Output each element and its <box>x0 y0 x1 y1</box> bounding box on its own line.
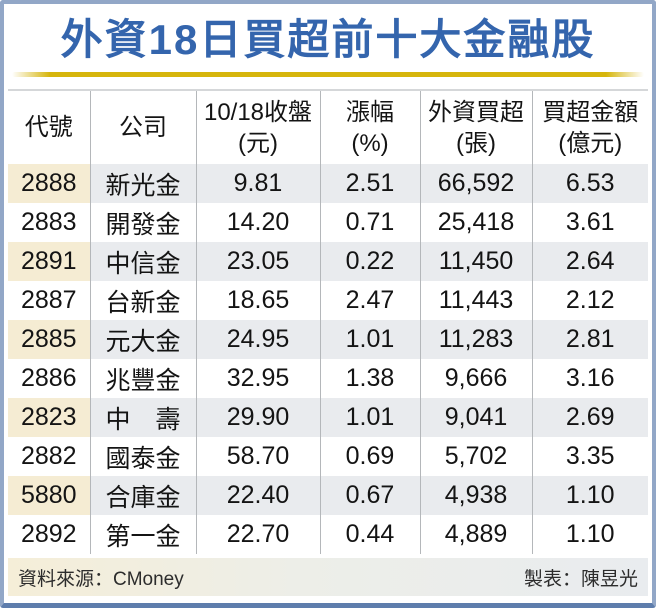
table-row: 2892 第一金 22.70 0.44 4,889 1.10 <box>8 515 648 555</box>
cell-net-buy: 11,443 <box>419 281 532 321</box>
cell-amount: 1.10 <box>531 476 648 516</box>
table-row: 2882 國泰金 58.70 0.69 5,702 3.35 <box>8 437 648 477</box>
col-header-code-label: 代號 <box>24 114 73 142</box>
table-row: 2885 元大金 24.95 1.01 11,283 2.81 <box>8 320 648 360</box>
cell-close: 14.20 <box>195 203 320 243</box>
cell-change: 0.71 <box>319 203 420 243</box>
cell-amount: 2.69 <box>531 398 648 438</box>
cell-close: 58.70 <box>195 437 320 477</box>
credit-label: 製表：陳昱光 <box>523 568 638 590</box>
col-header-net-buy-unit: (張) <box>456 129 496 157</box>
cell-company: 元大金 <box>89 320 196 360</box>
cell-amount: 3.16 <box>531 359 648 399</box>
cell-code: 2883 <box>20 208 77 237</box>
col-header-code: 代號 <box>8 90 90 164</box>
col-header-amount-label: 買超金額 <box>542 98 639 126</box>
table-row: 5880 合庫金 22.40 0.67 4,938 1.10 <box>8 476 648 516</box>
table-row: 2888 新光金 9.81 2.51 66,592 6.53 <box>8 164 648 204</box>
cell-amount: 2.81 <box>531 320 648 360</box>
cell-close: 23.05 <box>195 242 320 282</box>
table-row: 2891 中信金 23.05 0.22 11,450 2.64 <box>8 242 648 282</box>
stocks-table: 代號 公司 10/18收盤 (元) 漲幅 (%) 外資買超 (張) 買超金額 (億元) <box>8 89 648 555</box>
col-header-amount: 買超金額 (億元) <box>531 90 648 165</box>
cell-net-buy: 9,041 <box>419 398 532 438</box>
cell-change: 0.22 <box>319 242 420 282</box>
cell-close: 32.95 <box>195 359 320 399</box>
cell-change: 2.51 <box>319 164 420 204</box>
cell-amount: 3.61 <box>531 203 648 243</box>
cell-company: 台新金 <box>89 281 196 321</box>
cell-code: 2882 <box>20 442 77 471</box>
cell-company: 開發金 <box>89 203 196 243</box>
cell-company: 中 壽 <box>89 398 196 438</box>
col-header-change-label: 漲幅 <box>346 98 394 126</box>
cell-net-buy: 11,283 <box>419 320 532 360</box>
cell-net-buy: 4,889 <box>419 515 532 555</box>
cell-amount: 2.64 <box>531 242 648 282</box>
cell-code: 5880 <box>8 476 90 516</box>
col-header-company: 公司 <box>89 90 196 165</box>
cell-amount: 1.10 <box>531 515 648 555</box>
page-title: 外資18日買超前十大金融股 <box>60 16 596 63</box>
cell-change: 0.69 <box>319 437 420 477</box>
cell-company: 合庫金 <box>89 476 196 516</box>
cell-code: 2885 <box>8 320 90 360</box>
cell-company: 第一金 <box>89 515 196 555</box>
col-header-net-buy-label: 外資買超 <box>428 98 524 126</box>
cell-net-buy: 5,702 <box>419 437 532 477</box>
cell-change: 0.44 <box>319 515 420 555</box>
cell-code: 2892 <box>20 520 77 549</box>
cell-net-buy: 9,666 <box>419 359 532 399</box>
cell-amount: 3.35 <box>531 437 648 477</box>
cell-close: 9.81 <box>195 164 320 204</box>
col-header-company-label: 公司 <box>119 114 167 142</box>
cell-amount: 2.12 <box>531 281 648 321</box>
source-label: 資料來源：CMoney <box>18 568 184 590</box>
table-row: 2883 開發金 14.20 0.71 25,418 3.61 <box>8 203 648 243</box>
table-row: 2887 台新金 18.65 2.47 11,443 2.12 <box>8 281 648 321</box>
cell-amount: 6.53 <box>531 164 648 204</box>
cell-close: 18.65 <box>195 281 320 321</box>
col-header-close-unit: (元) <box>238 129 278 157</box>
cell-net-buy: 25,418 <box>419 203 532 243</box>
col-header-close-label: 10/18收盤 <box>203 98 313 126</box>
cell-close: 22.40 <box>195 476 320 516</box>
cell-close: 24.95 <box>195 320 320 360</box>
cell-net-buy: 4,938 <box>419 476 532 516</box>
cell-code: 2823 <box>8 398 90 438</box>
table-row: 2823 中 壽 29.90 1.01 9,041 2.69 <box>8 398 648 438</box>
cell-change: 0.67 <box>319 476 420 516</box>
cell-company: 新光金 <box>89 164 196 204</box>
cell-code: 2887 <box>20 286 77 315</box>
header-row: 代號 公司 10/18收盤 (元) 漲幅 (%) 外資買超 (張) 買超金額 (億元) <box>8 90 648 165</box>
cell-close: 22.70 <box>195 515 320 555</box>
cell-change: 1.01 <box>319 320 420 360</box>
cell-code: 2891 <box>8 242 90 282</box>
cell-company: 中信金 <box>89 242 196 282</box>
col-header-amount-unit: (億元) <box>558 129 623 157</box>
title-divider <box>12 72 644 78</box>
cell-net-buy: 66,592 <box>419 164 532 204</box>
cell-change: 1.38 <box>319 359 420 399</box>
cell-net-buy: 11,450 <box>419 242 532 282</box>
col-header-close: 10/18收盤 (元) <box>195 90 320 165</box>
col-header-change-unit: (%) <box>351 129 389 157</box>
cell-change: 2.47 <box>319 281 420 321</box>
cell-code: 2888 <box>8 164 90 204</box>
footer-bar: 資料來源：CMoney 製表：陳昱光 <box>8 558 648 597</box>
col-header-net-buy: 外資買超 (張) <box>419 90 532 165</box>
table-row: 2886 兆豐金 32.95 1.38 9,666 3.16 <box>8 359 648 399</box>
cell-code: 2886 <box>20 364 77 393</box>
cell-close: 29.90 <box>195 398 320 438</box>
cell-company: 國泰金 <box>89 437 196 477</box>
cell-change: 1.01 <box>319 398 420 438</box>
cell-company: 兆豐金 <box>89 359 196 399</box>
col-header-change: 漲幅 (%) <box>319 90 420 165</box>
